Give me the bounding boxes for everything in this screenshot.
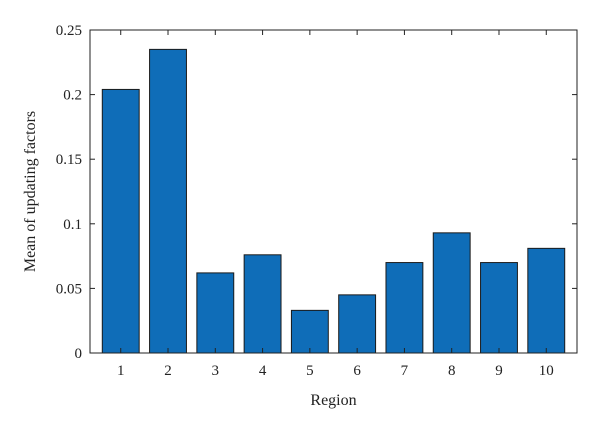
x-tick-label: 3 [212,363,220,379]
x-tick-label: 10 [539,363,554,379]
bar-region-4 [243,254,282,354]
bar-region-6 [338,294,377,354]
x-axis: 1 2 3 4 5 6 7 8 9 10 [117,30,554,379]
x-tick-label: 8 [448,363,456,379]
bar-region-3 [196,272,235,354]
x-tick-label: 7 [401,363,409,379]
x-tick-label: 4 [259,363,267,379]
x-tick-label: 1 [117,363,125,379]
y-axis: 0 0.05 0.1 0.15 0.2 0.25 [56,23,577,362]
plot-frame [89,29,578,354]
y-tick-label: 0.25 [56,23,82,39]
x-tick-label: 9 [495,363,503,379]
bars-group [101,48,566,354]
y-tick-label: 0.15 [56,152,82,168]
bar-region-5 [290,309,329,354]
y-tick-label: 0.2 [63,88,82,104]
bar-region-9 [480,262,518,354]
x-axis-label: Region [310,392,356,409]
bar-region-10 [527,247,566,354]
y-tick-label: 0.1 [63,217,82,233]
bar-region-1 [101,88,140,354]
y-tick-label: 0.05 [56,281,82,297]
y-tick-label: 0 [75,346,83,362]
x-tick-label: 2 [164,363,172,379]
bar-region-8 [432,232,471,354]
y-axis-label: Mean of updating factors [22,111,39,272]
bar-region-7 [385,262,424,354]
x-tick-label: 5 [306,363,314,379]
bar-region-2 [149,48,187,354]
x-tick-label: 6 [353,363,361,379]
